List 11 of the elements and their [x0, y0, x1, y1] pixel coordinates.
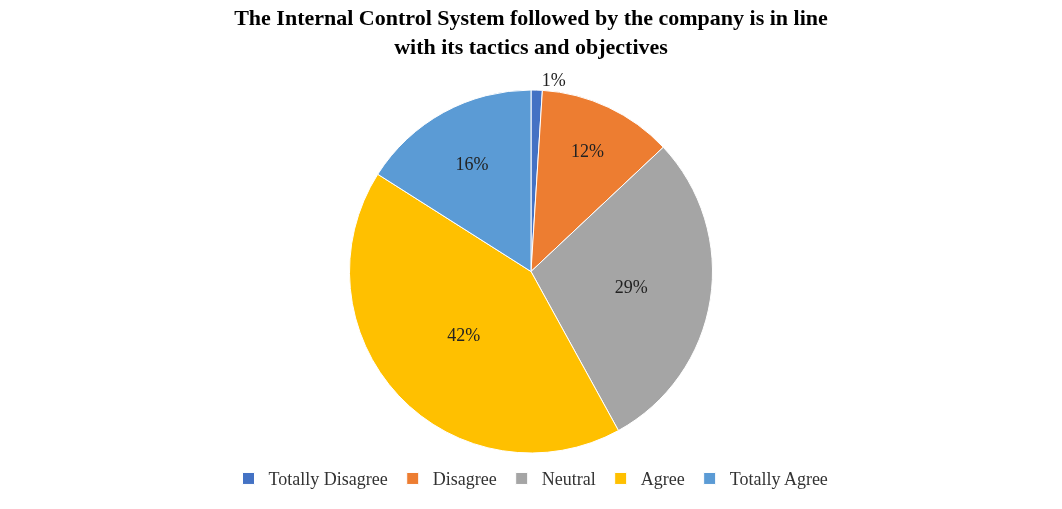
data-label: 16% [455, 154, 489, 175]
legend-label: Neutral [541, 469, 596, 490]
data-label: 29% [614, 277, 648, 298]
chart-title: The Internal Control System followed by the company is in line with its tactics and objectives [234, 5, 829, 60]
legend-label: Agree [640, 469, 685, 490]
data-label: 12% [570, 141, 604, 162]
legend-label: Disagree [432, 469, 497, 490]
data-label: 1% [541, 70, 566, 91]
data-label: 42% [447, 324, 481, 345]
legend-label: Totally Disagree [268, 469, 388, 490]
legend-label: Totally Agree [729, 469, 828, 490]
